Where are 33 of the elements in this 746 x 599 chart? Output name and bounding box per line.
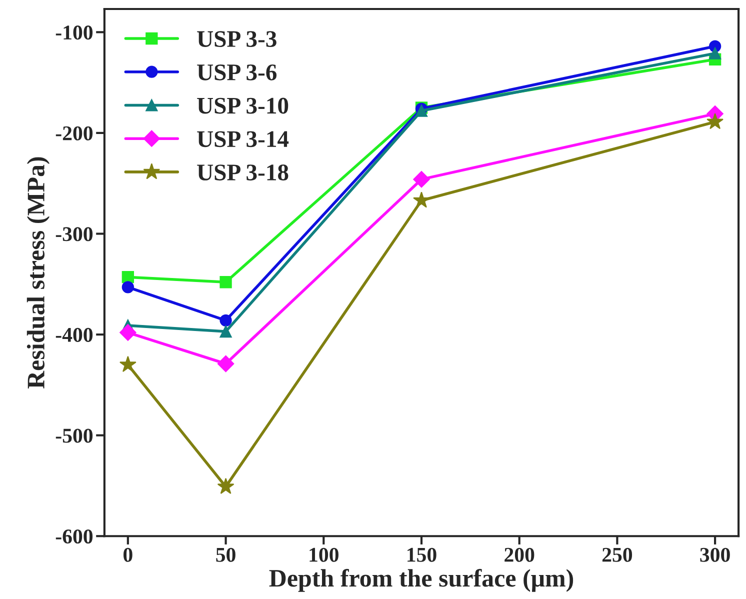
legend-label: USP 3-3 bbox=[197, 31, 276, 47]
x-tick-label: 50 bbox=[216, 548, 236, 562]
x-tick-label: 200 bbox=[504, 548, 534, 562]
point bbox=[413, 192, 430, 208]
y-tick-label: -200 bbox=[56, 126, 93, 140]
point bbox=[217, 355, 234, 372]
point bbox=[119, 356, 136, 372]
point bbox=[706, 113, 724, 130]
point bbox=[120, 324, 136, 341]
point bbox=[220, 276, 232, 288]
point bbox=[122, 271, 134, 284]
x-tick-label: 150 bbox=[408, 548, 436, 562]
x-tick-label: 300 bbox=[700, 548, 730, 562]
point bbox=[220, 314, 232, 326]
legend-label: USP 3-18 bbox=[197, 164, 288, 180]
x-tick-label: 0 bbox=[124, 548, 132, 562]
x-axis-title: Depth from the surface (μm) bbox=[269, 568, 574, 592]
legend-label: USP 3-10 bbox=[197, 98, 288, 114]
point bbox=[122, 281, 134, 294]
y-tick-label: -400 bbox=[56, 328, 93, 342]
y-tick-label: -600 bbox=[56, 529, 93, 544]
legend-label: USP 3-6 bbox=[197, 64, 277, 80]
point bbox=[413, 170, 430, 188]
x-tick-label: 250 bbox=[602, 548, 632, 562]
y-tick-label: -100 bbox=[56, 26, 93, 40]
point bbox=[220, 325, 232, 338]
legend-label: USP 3-14 bbox=[197, 131, 289, 148]
y-tick-label: -300 bbox=[56, 227, 93, 242]
y-axis-title: Residual stress (MPa) bbox=[26, 157, 50, 389]
y-tick-label: -500 bbox=[56, 428, 93, 443]
point bbox=[708, 47, 722, 60]
x-tick-label: 100 bbox=[310, 548, 338, 562]
point bbox=[217, 478, 234, 494]
